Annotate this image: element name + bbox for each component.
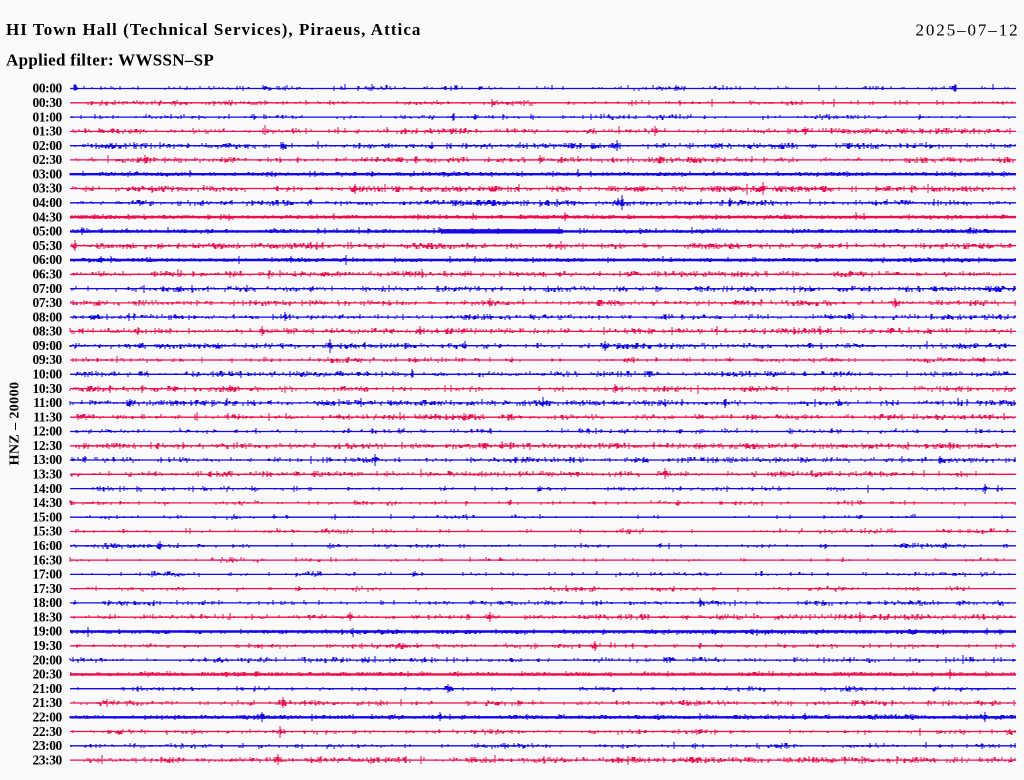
- svg-text:08:30: 08:30: [33, 324, 63, 339]
- svg-text:07:00: 07:00: [33, 281, 63, 296]
- svg-text:05:30: 05:30: [33, 238, 63, 253]
- svg-text:04:00: 04:00: [33, 195, 63, 210]
- svg-text:09:00: 09:00: [33, 338, 63, 353]
- svg-text:15:00: 15:00: [33, 509, 63, 524]
- svg-text:20:30: 20:30: [33, 667, 63, 682]
- svg-text:19:30: 19:30: [33, 638, 63, 653]
- svg-text:18:00: 18:00: [33, 595, 63, 610]
- svg-text:03:30: 03:30: [33, 181, 63, 196]
- svg-text:20:00: 20:00: [33, 652, 63, 667]
- svg-text:Applied filter: WWSSN–SP: Applied filter: WWSSN–SP: [6, 51, 214, 70]
- svg-text:2025–07–12: 2025–07–12: [916, 21, 1020, 40]
- svg-text:02:00: 02:00: [33, 138, 63, 153]
- svg-text:HNZ – 20000: HNZ – 20000: [8, 382, 23, 466]
- svg-text:13:30: 13:30: [33, 467, 63, 482]
- svg-text:11:30: 11:30: [33, 409, 62, 424]
- svg-text:07:30: 07:30: [33, 295, 63, 310]
- svg-text:16:00: 16:00: [33, 538, 63, 553]
- svg-text:14:30: 14:30: [33, 495, 63, 510]
- svg-text:17:00: 17:00: [33, 567, 63, 582]
- svg-text:02:30: 02:30: [33, 152, 63, 167]
- svg-text:05:00: 05:00: [33, 224, 63, 239]
- svg-text:08:00: 08:00: [33, 309, 63, 324]
- svg-text:21:30: 21:30: [33, 695, 63, 710]
- svg-text:12:00: 12:00: [33, 424, 63, 439]
- svg-text:22:30: 22:30: [33, 724, 63, 739]
- svg-text:12:30: 12:30: [33, 438, 63, 453]
- svg-text:19:00: 19:00: [33, 624, 63, 639]
- svg-text:00:00: 00:00: [33, 81, 63, 96]
- svg-text:13:00: 13:00: [33, 452, 63, 467]
- svg-text:00:30: 00:30: [33, 95, 63, 110]
- svg-text:09:30: 09:30: [33, 352, 63, 367]
- svg-text:10:30: 10:30: [33, 381, 63, 396]
- svg-text:23:00: 23:00: [33, 738, 63, 753]
- svg-text:04:30: 04:30: [33, 209, 63, 224]
- svg-text:22:00: 22:00: [33, 710, 63, 725]
- svg-text:17:30: 17:30: [33, 581, 63, 596]
- svg-text:01:00: 01:00: [33, 109, 63, 124]
- svg-text:10:00: 10:00: [33, 367, 63, 382]
- svg-text:03:00: 03:00: [33, 166, 63, 181]
- svg-text:21:00: 21:00: [33, 681, 63, 696]
- svg-text:06:30: 06:30: [33, 267, 63, 282]
- svg-text:18:30: 18:30: [33, 609, 63, 624]
- svg-text:15:30: 15:30: [33, 524, 63, 539]
- svg-text:06:00: 06:00: [33, 252, 63, 267]
- svg-text:11:00: 11:00: [33, 395, 62, 410]
- svg-text:14:00: 14:00: [33, 481, 63, 496]
- svg-text:23:30: 23:30: [33, 752, 63, 767]
- svg-text:16:30: 16:30: [33, 552, 63, 567]
- svg-text:01:30: 01:30: [33, 124, 63, 139]
- svg-text:HI Town Hall (Technical Servic: HI Town Hall (Technical Services), Pirae…: [6, 20, 421, 39]
